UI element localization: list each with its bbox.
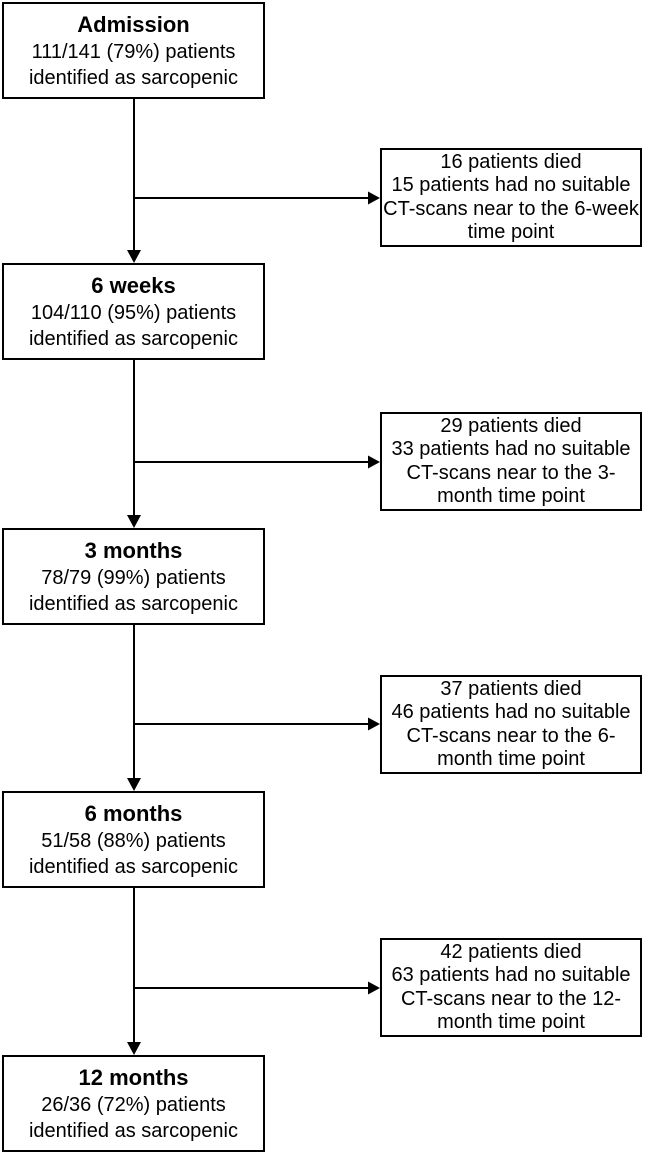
- arrow-6-months-to-12-months: [127, 888, 141, 1055]
- exclusion-line: month time point: [437, 485, 585, 507]
- stage-box-admission: Admission 111/141 (79%) patients identif…: [2, 2, 265, 99]
- exclusion-box-6-week: 16 patients died 15 patients had no suit…: [380, 148, 642, 247]
- exclusion-line: 37 patients died: [440, 677, 582, 700]
- stage-detail-line: identified as sarcopenic: [28, 66, 238, 89]
- exclusion-line: month time point: [437, 1011, 585, 1033]
- exclusion-box-6-month: 37 patients died 46 patients had no suit…: [380, 675, 642, 774]
- arrow-to-exclusion-3-month: [134, 455, 380, 469]
- stage-title: 6 weeks: [91, 272, 176, 298]
- exclusion-box-12-month: 42 patients died 63 patients had no suit…: [380, 938, 642, 1037]
- exclusion-line: 42 patients died: [440, 940, 582, 963]
- stage-title: Admission: [77, 11, 190, 37]
- stage-title: 6 months: [84, 800, 183, 826]
- exclusion-line: month time point: [437, 748, 585, 770]
- stage-detail-line: identified as sarcopenic: [28, 592, 238, 615]
- arrow-to-exclusion-6-week: [134, 191, 380, 205]
- stage-detail-line: identified as sarcopenic: [28, 855, 238, 878]
- arrow-to-exclusion-12-month: [134, 981, 380, 995]
- stage-box-12-months: 12 months 26/36 (72%) patients identifie…: [2, 1055, 265, 1152]
- stage-detail-line: 111/141 (79%) patients: [31, 40, 236, 63]
- exclusion-line: 29 patients died: [440, 414, 582, 437]
- stage-title: 3 months: [84, 537, 183, 563]
- exclusion-box-3-month: 29 patients died 33 patients had no suit…: [380, 412, 642, 511]
- stage-detail-line: 26/36 (72%) patients: [41, 1093, 226, 1116]
- exclusion-line: CT-scans near to the 6-: [406, 724, 616, 747]
- stage-detail-line: identified as sarcopenic: [28, 327, 238, 350]
- exclusion-line: 46 patients had no suitable: [391, 701, 631, 723]
- exclusion-line: 33 patients had no suitable: [391, 438, 631, 460]
- stage-detail-line: 104/110 (95%) patients: [30, 301, 237, 324]
- stage-detail-line: 51/58 (88%) patients: [41, 829, 226, 852]
- exclusion-line: time point: [467, 221, 555, 243]
- exclusion-line: CT-scans near to the 3-: [406, 461, 616, 484]
- exclusion-line: CT-scans near to the 6-week: [383, 197, 639, 220]
- stage-detail-line: identified as sarcopenic: [28, 1119, 238, 1142]
- stage-box-6-months: 6 months 51/58 (88%) patients identified…: [2, 791, 265, 888]
- stage-box-3-months: 3 months 78/79 (99%) patients identified…: [2, 528, 265, 625]
- stage-box-6-weeks: 6 weeks 104/110 (95%) patients identifie…: [2, 263, 265, 360]
- stage-detail-line: 78/79 (99%) patients: [41, 566, 226, 589]
- exclusion-line: 16 patients died: [440, 150, 582, 173]
- arrow-admission-to-6-weeks: [127, 99, 141, 263]
- arrow-6-weeks-to-3-months: [127, 360, 141, 528]
- arrow-to-exclusion-6-month: [134, 717, 380, 731]
- arrow-3-months-to-6-months: [127, 625, 141, 791]
- exclusion-line: CT-scans near to the 12-: [400, 987, 622, 1010]
- exclusion-line: 63 patients had no suitable: [391, 964, 631, 986]
- exclusion-line: 15 patients had no suitable: [391, 174, 631, 196]
- stage-title: 12 months: [78, 1064, 189, 1090]
